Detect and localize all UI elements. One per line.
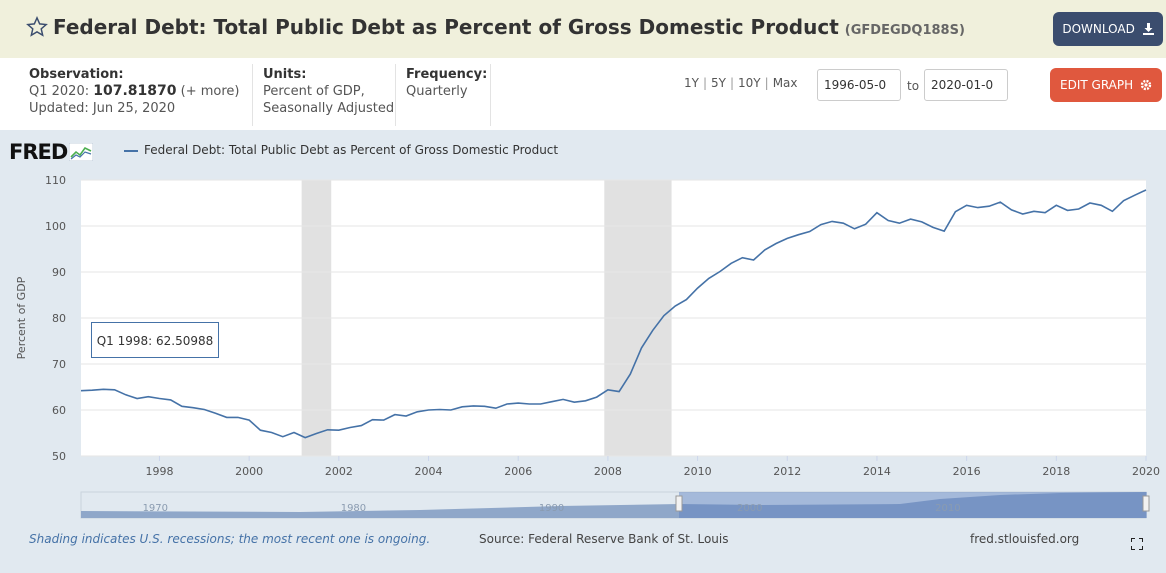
download-button[interactable]: DOWNLOAD bbox=[1053, 12, 1163, 46]
end-date-input[interactable] bbox=[924, 69, 1008, 101]
download-label: DOWNLOAD bbox=[1062, 22, 1135, 36]
x-tick-label: 2000 bbox=[235, 465, 263, 478]
y-tick-labels: 50 60 70 80 90 100 110 bbox=[45, 174, 66, 463]
navigator-handle-right bbox=[1142, 495, 1150, 512]
units-block: Units: Percent of GDP, Seasonally Adjust… bbox=[263, 66, 394, 117]
x-tick-label: 2010 bbox=[684, 465, 712, 478]
chart-legend[interactable]: Federal Debt: Total Public Debt as Perce… bbox=[124, 143, 558, 157]
x-tick-label: 2016 bbox=[953, 465, 981, 478]
chart-tooltip: Q1 1998: 62.50988 bbox=[91, 322, 219, 358]
x-tick-label: 2008 bbox=[594, 465, 622, 478]
y-tick-label: 50 bbox=[52, 450, 66, 463]
x-tick-label: 1998 bbox=[145, 465, 173, 478]
navigator-tick-label: 1970 bbox=[143, 503, 168, 514]
y-tick-label: 60 bbox=[52, 404, 66, 417]
x-tick-label: 2018 bbox=[1042, 465, 1070, 478]
y-tick-label: 110 bbox=[45, 174, 66, 187]
navigator-handle-left bbox=[675, 495, 683, 512]
series-id: (GFDEGDQ188S) bbox=[844, 23, 965, 38]
updated-date: Updated: Jun 25, 2020 bbox=[29, 101, 176, 116]
recession-note: Shading indicates U.S. recessions; the m… bbox=[29, 532, 431, 546]
navigator-selection bbox=[679, 492, 1147, 518]
gear-icon bbox=[1140, 79, 1152, 91]
x-tick-label: 2020 bbox=[1132, 465, 1160, 478]
chart-svg[interactable]: 50 60 70 80 90 100 110 1998 2000 2002 2004 2006 200… bbox=[0, 130, 1166, 525]
star-icon[interactable] bbox=[26, 16, 48, 38]
y-axis-label: Percent of GDP bbox=[15, 276, 28, 359]
series-line bbox=[80, 189, 1147, 439]
range-10y[interactable]: 10Y bbox=[738, 76, 761, 90]
frequency-block: Frequency: Quarterly bbox=[406, 66, 487, 100]
range-1y[interactable]: 1Y bbox=[684, 76, 699, 90]
observation-value: 107.81870 bbox=[93, 83, 177, 99]
to-label: to bbox=[907, 79, 920, 93]
navigator-tick-label: 1980 bbox=[341, 503, 366, 514]
y-tick-label: 100 bbox=[45, 220, 66, 233]
navigator-tick-label: 2000 bbox=[737, 503, 762, 514]
x-tick-labels: 1998 2000 2002 2004 2006 2008 2010 2012 2014 2016… bbox=[145, 456, 1160, 478]
navigator-ticks: 1970 1980 1990 2000 2010 bbox=[143, 503, 961, 514]
fred-logo: FRED bbox=[9, 140, 94, 164]
page-title: Federal Debt: Total Public Debt as Perce… bbox=[53, 15, 965, 39]
legend-swatch bbox=[124, 149, 138, 152]
y-tick-label: 70 bbox=[52, 358, 66, 371]
range-max[interactable]: Max bbox=[772, 76, 798, 90]
frequency-value: Quarterly bbox=[406, 84, 468, 99]
y-tick-label: 90 bbox=[52, 266, 66, 279]
navigator-tick-label: 1990 bbox=[539, 503, 564, 514]
x-tick-label: 2002 bbox=[325, 465, 353, 478]
series-title: Federal Debt: Total Public Debt as Perce… bbox=[53, 15, 839, 39]
range-selector: 1Y | 5Y | 10Y | Max bbox=[684, 76, 798, 90]
x-tick-label: 2014 bbox=[863, 465, 891, 478]
download-icon bbox=[1142, 23, 1154, 35]
y-tick-label: 80 bbox=[52, 312, 66, 325]
units-line2: Seasonally Adjusted bbox=[263, 101, 395, 116]
x-tick-label: 2012 bbox=[773, 465, 801, 478]
gridlines bbox=[81, 179, 1146, 457]
observation-period: Q1 2020: bbox=[29, 84, 90, 99]
observation-block: Observation: Q1 2020: 107.81870 (+ more)… bbox=[29, 66, 239, 117]
observation-label: Observation: bbox=[29, 67, 124, 82]
x-tick-label: 2006 bbox=[504, 465, 532, 478]
units-line1: Percent of GDP, bbox=[263, 84, 365, 99]
tooltip-label: Q1 1998: bbox=[96, 334, 153, 348]
divider bbox=[490, 64, 491, 126]
chart-panel: FRED Federal Debt: Total Public Debt as … bbox=[0, 130, 1166, 573]
divider bbox=[395, 64, 396, 126]
divider bbox=[252, 64, 253, 126]
source-text: Source: Federal Reserve Bank of St. Loui… bbox=[479, 532, 729, 546]
edit-graph-button[interactable]: EDIT GRAPH bbox=[1050, 68, 1162, 102]
navigator-tick-label: 2010 bbox=[935, 503, 960, 514]
x-tick-label: 2004 bbox=[415, 465, 443, 478]
navigator-area bbox=[81, 492, 1146, 518]
frequency-label: Frequency: bbox=[406, 67, 488, 82]
tooltip-value: 62.50988 bbox=[156, 334, 214, 348]
range-5y[interactable]: 5Y bbox=[711, 76, 726, 90]
observation-more-link[interactable]: (+ more) bbox=[180, 84, 240, 99]
units-label: Units: bbox=[263, 67, 307, 82]
edit-graph-label: EDIT GRAPH bbox=[1060, 78, 1134, 92]
page-header: Federal Debt: Total Public Debt as Perce… bbox=[0, 0, 1166, 58]
site-link[interactable]: fred.stlouisfed.org bbox=[970, 532, 1080, 546]
fullscreen-icon[interactable] bbox=[1131, 538, 1143, 550]
start-date-input[interactable] bbox=[817, 69, 901, 101]
legend-label: Federal Debt: Total Public Debt as Perce… bbox=[144, 143, 559, 157]
series-meta: Observation: Q1 2020: 107.81870 (+ more)… bbox=[0, 58, 1166, 130]
